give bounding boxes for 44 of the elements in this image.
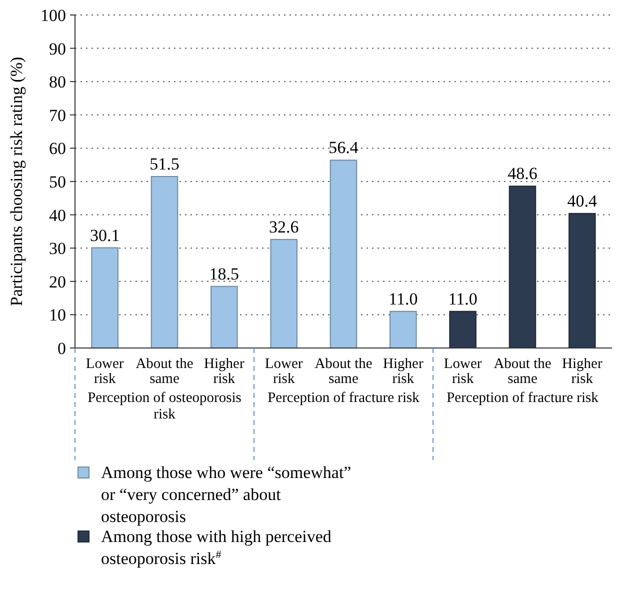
bar <box>91 247 118 348</box>
y-tick-label: 0 <box>58 338 66 358</box>
x-tick-label: Lower risk <box>264 356 303 388</box>
bar <box>270 238 298 348</box>
text: Perception of fracture risk <box>446 390 600 406</box>
x-tick-label: Higher risk <box>562 356 602 388</box>
data-label: 56.4 <box>328 138 359 158</box>
y-tick-label: 40 <box>49 206 66 225</box>
data-label: 11.0 <box>448 289 478 308</box>
x-tick-label: Higher risk <box>204 356 244 388</box>
y-tick-label: 80 <box>49 72 66 92</box>
text: Perception of osteoporosis risk <box>88 390 242 423</box>
data-label: 18.5 <box>209 264 240 284</box>
x-tick-label: About the same <box>314 356 372 388</box>
x-tick-label: Lower risk <box>86 356 124 388</box>
bar <box>210 286 238 348</box>
data-label: 11.0 <box>388 289 418 308</box>
y-tick-label: 30 <box>49 239 66 258</box>
bar <box>508 186 536 348</box>
data-label: 32.6 <box>268 217 299 236</box>
x-tick-label: Lower risk <box>444 356 482 388</box>
y-tick-label: 90 <box>49 39 66 58</box>
y-tick-label: 10 <box>49 306 66 325</box>
y-axis-title: Participants choosing risk rating (%) <box>7 56 26 306</box>
legend-label: Among those who were “somewhat” or “very concerned” about osteoporosis <box>101 463 352 526</box>
x-tick-label: Higher risk <box>383 356 424 388</box>
x-tick-label: About the same <box>136 356 194 388</box>
y-tick-label: 100 <box>40 6 66 25</box>
x-tick-label: About the same <box>494 356 552 388</box>
y-tick-label: 20 <box>49 272 66 292</box>
bar <box>449 310 476 348</box>
data-label: 30.1 <box>90 226 120 245</box>
text: Perception of fracture risk <box>268 390 420 406</box>
data-label: 51.5 <box>150 154 180 174</box>
y-tick-label: 50 <box>49 172 66 192</box>
y-tick-label: 70 <box>49 106 66 125</box>
bar <box>330 160 358 348</box>
y-tick-label: 60 <box>49 139 66 158</box>
bar <box>390 310 417 348</box>
legend-label: Among those with high perceived osteoporosis risk$^{#}$ <box>101 527 332 568</box>
data-label: 40.4 <box>567 191 598 210</box>
data-label: 48.6 <box>508 164 538 184</box>
bar <box>150 176 178 348</box>
bar <box>568 212 596 348</box>
